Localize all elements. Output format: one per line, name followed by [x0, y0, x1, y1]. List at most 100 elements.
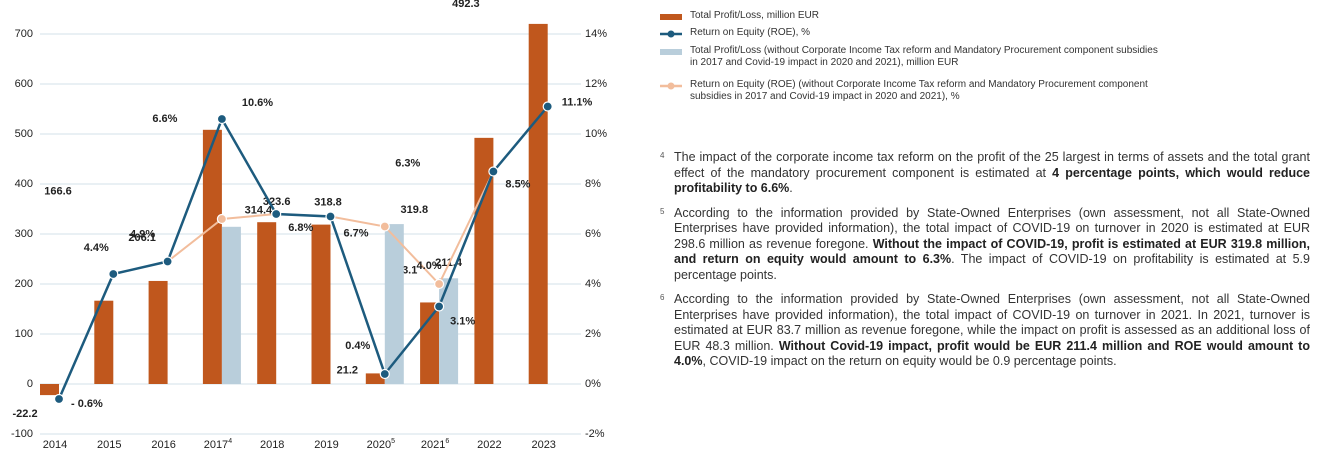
y2-tick-label: -2%: [585, 428, 605, 440]
x-tick-label: 20216: [421, 438, 449, 451]
x-tick-text: 2017: [204, 439, 228, 451]
legend-label: Return on Equity (ROE) (without Corporat…: [690, 79, 1148, 102]
y-tick-label: -100: [11, 428, 33, 440]
footnote-number: 6: [660, 293, 665, 302]
y2-tick-label: 8%: [585, 178, 601, 190]
x-tick-label: 2018: [260, 439, 284, 451]
y-tick-label: 400: [15, 178, 33, 190]
footnote-text: According to the information provided by…: [674, 292, 1310, 370]
bar: [148, 280, 168, 384]
footnote-bold: Without the impact of COVID-19, profit i…: [674, 236, 1311, 267]
line-marker: [542, 101, 553, 112]
line-value-label: 6.7%: [344, 227, 369, 239]
line-value-label: 0.4%: [345, 340, 370, 352]
bar-value-label: 206.1: [128, 232, 156, 244]
bar: [202, 129, 222, 384]
bar: [257, 222, 277, 384]
line-value-label: 6.3%: [395, 157, 420, 169]
line-value-label: 4.4%: [84, 242, 109, 254]
bar-value-label: -22.2: [13, 408, 38, 420]
footnote-text: According to the information provided by…: [674, 206, 1310, 284]
bar-value-label: 314.4: [245, 205, 273, 217]
footnote: 6 According to the information provided b…: [660, 292, 1310, 370]
y-tick-label: 300: [15, 228, 33, 240]
legend-swatch: [660, 49, 682, 55]
footnote-span: The impact of the corporate income tax r…: [674, 150, 1310, 180]
footnote: 5 According to the information provided b…: [660, 206, 1310, 284]
footnote-span: According to the information provided by…: [674, 292, 1310, 353]
bar-value-label: 21.2: [337, 364, 358, 376]
footnote: 4 The impact of the corporate income tax …: [660, 150, 1310, 197]
legend-label: Return on Equity (ROE), %: [690, 27, 811, 38]
line-marker: [216, 213, 227, 225]
x-tick-footnote: 6: [445, 438, 449, 445]
y2-tick-label: 10%: [585, 128, 607, 140]
y-tick-label: 0: [27, 378, 33, 390]
footnote-number: 4: [660, 151, 665, 160]
y2-tick-label: 4%: [585, 278, 601, 290]
x-tick-label: 20174: [204, 438, 232, 451]
x-tick-label: 2015: [97, 439, 121, 451]
x-tick-text: 2014: [43, 439, 67, 451]
y2-tick-label: 14%: [585, 28, 607, 40]
footnotes: 4 The impact of the corporate income tax …: [660, 150, 1310, 379]
bar: [40, 384, 59, 396]
line: [57, 105, 549, 400]
y-tick-label: 200: [15, 278, 33, 290]
x-tick-text: 2021: [421, 439, 445, 451]
line-marker: [379, 221, 390, 232]
x-tick-text: 2018: [260, 439, 284, 451]
legend-marker: [667, 30, 675, 38]
line-marker: [53, 393, 65, 405]
line-marker: [271, 208, 282, 220]
bar-value-label: 319.8: [401, 204, 429, 216]
legend-label-box: Total Profit/Loss, million EUR: [690, 10, 819, 21]
x-tick-footnote: 4: [228, 438, 232, 445]
footnote-bold: Without Covid-19 impact, profit would be…: [674, 338, 1310, 369]
line-marker: [108, 268, 119, 280]
bar: [420, 302, 440, 384]
bar: [384, 224, 404, 384]
line-value-label: 6.8%: [288, 222, 313, 234]
y2-tick-label: 0%: [585, 378, 601, 390]
bar: [528, 23, 548, 385]
legend-swatch: [660, 14, 682, 20]
line-value-label: 8.5%: [505, 178, 530, 190]
footnote-span: , COVID-19 impact on the return on equit…: [702, 354, 1117, 368]
legend-label: Total Profit/Loss (without Corporate Inc…: [690, 45, 1158, 68]
x-tick-footnote: 5: [391, 438, 395, 445]
x-tick-text: 2015: [97, 439, 121, 451]
line-value-label: 3.1%: [450, 315, 475, 327]
x-tick-label: 2023: [531, 439, 555, 451]
x-tick-text: 2023: [531, 439, 555, 451]
footnote-span: .: [789, 181, 793, 195]
y-tick-label: 600: [15, 78, 33, 90]
bar-value-label: 166.6: [44, 186, 72, 198]
bar-value-label: 318.8: [314, 197, 342, 209]
y2-tick-label: 12%: [585, 78, 607, 90]
line-value-label: 4.9%: [130, 228, 155, 240]
x-tick-label: 2022: [477, 439, 501, 451]
footnote-bold: 4 percentage points, which would reduce …: [674, 165, 1310, 196]
line-marker: [379, 368, 390, 380]
x-tick-text: 2016: [151, 439, 175, 451]
x-tick-label: 2014: [43, 439, 67, 451]
line-marker: [162, 256, 173, 267]
line-marker: [216, 113, 227, 125]
line-value-label: 10.6%: [242, 97, 273, 109]
y-tick-label: 100: [15, 328, 33, 340]
x-tick-text: 2022: [477, 439, 501, 451]
x-tick-label: 20205: [367, 438, 395, 451]
bar: [439, 278, 459, 384]
bar: [94, 300, 114, 384]
line-value-label: 6.6%: [152, 113, 177, 125]
line-marker: [434, 301, 445, 312]
bar: [311, 224, 331, 384]
footnote-span: According to the information provided by…: [674, 205, 1310, 251]
line-marker: [488, 166, 499, 177]
legend-marker: [667, 82, 675, 90]
legend-label-box: Total Profit/Loss (without Corporate Inc…: [690, 45, 1158, 68]
x-tick-label: 2019: [314, 439, 338, 451]
